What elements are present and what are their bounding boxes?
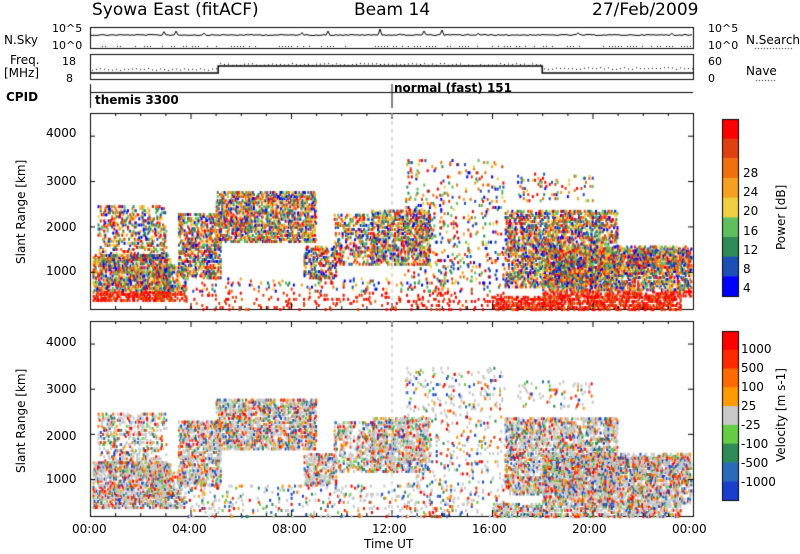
freq-tick-low: 8 — [66, 72, 73, 85]
velocity-ytick-3000: 3000 — [46, 382, 77, 396]
power-ytick-4000: 4000 — [46, 126, 77, 140]
cpid-segment-2: normal (fast) 151 — [394, 81, 512, 95]
power-ytick-3000: 3000 — [46, 174, 77, 188]
xtick-0000: 00:00 — [72, 522, 107, 536]
power-cbar-20: 20 — [743, 204, 759, 218]
xtick-1200: 12:00 — [372, 522, 407, 536]
nsky-tick-low: 10^0 — [52, 39, 83, 52]
xtick-2000: 20:00 — [572, 522, 607, 536]
nave-tick-high: 60 — [708, 55, 722, 68]
velocity-ytick-4000: 4000 — [46, 335, 77, 349]
nave-label: Nave — [746, 64, 777, 78]
vel-cbar-25: 25 — [741, 399, 757, 413]
power-cbar-12: 12 — [743, 243, 759, 257]
vel-cbar-100: 100 — [741, 380, 764, 394]
vel-cbar-m1000: -1000 — [741, 475, 776, 489]
beam-title: Beam 14 — [354, 0, 431, 20]
vel-cbar-label: Velocity [m s-1] — [774, 368, 788, 462]
nsearch-tick-high: 10^5 — [708, 22, 739, 35]
vel-cbar-m500: -500 — [741, 456, 769, 470]
nsearch-label: N.Search — [746, 33, 800, 47]
vel-cbar-500: 500 — [741, 361, 764, 375]
xtick-0800: 08:00 — [272, 522, 307, 536]
freq-tick-high: 18 — [62, 55, 76, 68]
xtick-1600: 16:00 — [472, 522, 507, 536]
vel-cbar-m25: -25 — [741, 418, 761, 432]
nsky-label: N.Sky — [4, 33, 39, 47]
cpid-label: CPID — [6, 90, 39, 104]
power-ytick-1000: 1000 — [46, 264, 77, 278]
velocity-ytick-1000: 1000 — [46, 472, 77, 486]
velocity-ytick-2000: 2000 — [46, 429, 77, 443]
nave-tick-low: 0 — [708, 72, 715, 85]
power-cbar-16: 16 — [743, 224, 759, 238]
station-title: Syowa East (fitACF) — [92, 0, 259, 20]
freq-unit-label: [MHz] — [4, 66, 40, 80]
power-cbar-24: 24 — [743, 185, 759, 199]
velocity-ylabel: Slant Range [km] — [14, 368, 28, 473]
power-ylabel: Slant Range [km] — [14, 159, 28, 264]
vel-cbar-1000: 1000 — [741, 342, 772, 356]
power-cbar-4: 4 — [743, 281, 751, 295]
power-cbar-28: 28 — [743, 166, 759, 180]
xlabel-time: Time UT — [364, 537, 414, 551]
power-cbar-8: 8 — [743, 262, 751, 276]
vel-cbar-m100: -100 — [741, 437, 769, 451]
xtick-2400: 00:00 — [672, 522, 707, 536]
date-title: 27/Feb/2009 — [592, 0, 699, 20]
power-ytick-2000: 2000 — [46, 220, 77, 234]
power-cbar-label: Power [dB] — [774, 184, 788, 250]
cpid-segment-1: themis 3300 — [95, 93, 179, 107]
nsky-tick-high: 10^5 — [52, 22, 83, 35]
nsearch-tick-low: 10^0 — [708, 39, 739, 52]
freq-label: Freq. — [10, 53, 40, 67]
xtick-0400: 04:00 — [172, 522, 207, 536]
